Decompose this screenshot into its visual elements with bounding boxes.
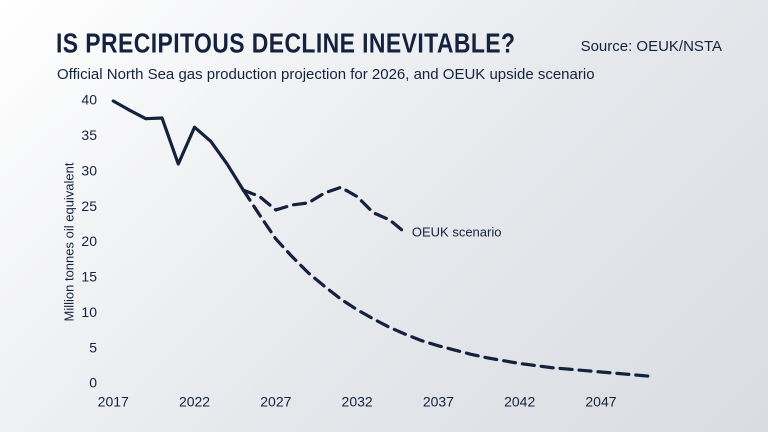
series-line — [111, 99, 245, 192]
y-axis-label: Million tonnes oil equivalent — [61, 162, 76, 321]
y-tick-label: 5 — [89, 339, 97, 355]
x-tick-label: 2032 — [342, 394, 373, 410]
y-tick-label: 15 — [81, 269, 97, 285]
x-tick-label: 2042 — [504, 394, 535, 410]
series-line — [241, 188, 652, 378]
chart-title: IS PRECIPITOUS DECLINE INEVITABLE? — [56, 28, 515, 59]
x-tick-label: 2027 — [260, 394, 291, 410]
series-line — [241, 185, 408, 235]
source: Source: OEUK/NSTA — [581, 38, 722, 55]
y-tick-label: 35 — [81, 127, 97, 143]
y-tick-label: 30 — [81, 162, 97, 178]
y-tick-label: 40 — [81, 92, 97, 108]
y-tick-label: 20 — [81, 233, 97, 249]
x-tick-label: 2037 — [423, 394, 454, 410]
y-tick-label: 0 — [89, 375, 97, 391]
series-label: OEUK scenario — [412, 225, 502, 240]
y-tick-label: 10 — [81, 304, 97, 320]
x-tick-label: 2017 — [98, 394, 129, 410]
y-tick-label: 25 — [81, 198, 97, 214]
x-tick-label: 2022 — [179, 394, 210, 410]
subtitle: Official North Sea gas production projec… — [57, 66, 595, 83]
x-tick-label: 2047 — [585, 394, 616, 410]
